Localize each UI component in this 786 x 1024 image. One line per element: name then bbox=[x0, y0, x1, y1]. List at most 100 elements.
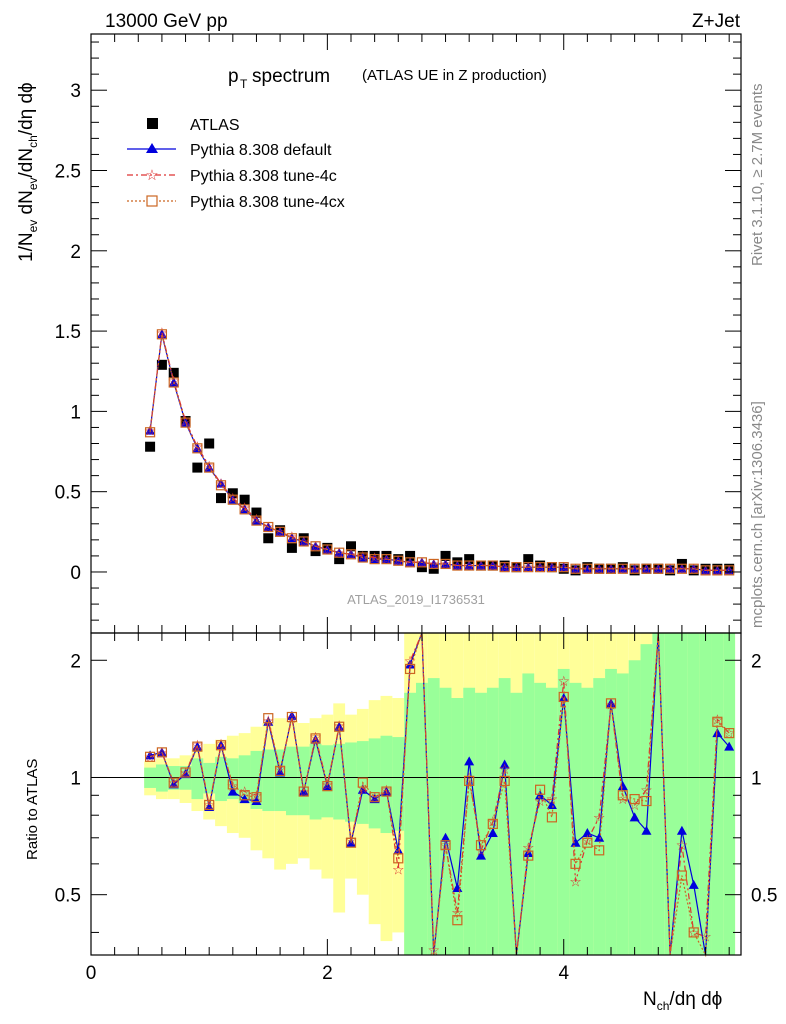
main-y-tick-label: 2 bbox=[70, 242, 81, 263]
ratio-point bbox=[251, 796, 262, 806]
green-band-bin bbox=[345, 742, 357, 822]
ratio-point bbox=[440, 840, 451, 851]
ratio-point: ☆ bbox=[380, 782, 393, 798]
green-band-bin bbox=[664, 633, 676, 955]
ratio-point bbox=[180, 769, 191, 779]
main-point bbox=[464, 560, 475, 571]
main-y-tick-label: 1 bbox=[70, 402, 81, 423]
main-point bbox=[156, 329, 168, 340]
title-rest: spectrum bbox=[252, 66, 330, 87]
x-axis-label: Nch/dη dϕ bbox=[643, 989, 722, 1013]
ratio-point bbox=[724, 741, 735, 751]
ratio-point bbox=[239, 794, 250, 804]
ratio-point bbox=[274, 765, 286, 776]
legend-entry-default: Pythia 8.308 default bbox=[127, 142, 332, 159]
main-point bbox=[168, 377, 179, 388]
main-point: ☆ bbox=[215, 476, 228, 492]
green-band-bin bbox=[640, 644, 653, 955]
main-point bbox=[322, 544, 333, 555]
main-point: ☆ bbox=[357, 548, 370, 564]
green-band-bin bbox=[498, 678, 511, 955]
title-main: p bbox=[228, 66, 239, 87]
main-point bbox=[345, 549, 357, 560]
ratio-point bbox=[487, 828, 498, 838]
ratio-point: ☆ bbox=[617, 791, 630, 807]
main-point bbox=[286, 533, 298, 544]
ratio-point bbox=[464, 756, 475, 766]
ratio-point: ☆ bbox=[581, 832, 594, 848]
ratio-point bbox=[393, 853, 404, 864]
main-series-line bbox=[149, 334, 730, 571]
green-band-bin bbox=[439, 687, 452, 955]
atlas-point bbox=[523, 554, 534, 565]
main-point bbox=[653, 563, 664, 573]
main-point bbox=[204, 462, 215, 473]
legend-label-tune4c: Pythia 8.308 tune-4c bbox=[190, 168, 337, 185]
green-band-bin bbox=[534, 682, 546, 955]
green-band-bin bbox=[368, 738, 381, 829]
legend: ATLAS Pythia 8.308 default ☆ Pythia 8.30… bbox=[127, 117, 345, 211]
ratio-point bbox=[594, 832, 605, 842]
ratio-point bbox=[688, 879, 699, 889]
ratio-point: ☆ bbox=[333, 717, 346, 733]
ratio-point bbox=[475, 840, 487, 851]
ratio-point: ☆ bbox=[215, 736, 228, 752]
ratio-point bbox=[204, 799, 215, 811]
green-band-bin bbox=[404, 692, 416, 955]
main-point bbox=[286, 533, 297, 543]
ratio-point bbox=[724, 728, 735, 739]
ratio-point bbox=[594, 845, 605, 856]
ratio-point bbox=[641, 795, 652, 807]
ratio-point: ☆ bbox=[522, 840, 535, 856]
green-band-bin bbox=[274, 749, 286, 812]
ratio-point: ☆ bbox=[227, 778, 240, 794]
ratio-y-tick-label: 1 bbox=[70, 768, 81, 789]
ratio-y-axis-label: Ratio to ATLAS bbox=[24, 759, 41, 860]
ratio-point bbox=[227, 786, 238, 796]
green-band-bin bbox=[687, 633, 700, 955]
ratio-point: ☆ bbox=[557, 673, 570, 689]
ratio-point bbox=[688, 927, 699, 938]
ratio-point: ☆ bbox=[569, 874, 582, 890]
ratio-point bbox=[570, 858, 581, 869]
ratio-point bbox=[180, 767, 191, 778]
main-point bbox=[239, 504, 250, 515]
green-band-bin bbox=[427, 678, 440, 955]
main-y-tick-label: 0.5 bbox=[55, 483, 81, 504]
main-point bbox=[393, 555, 404, 566]
green-band-bin bbox=[723, 633, 736, 955]
green-band-bin bbox=[250, 750, 263, 809]
ratio-y-tick-label: 0.5 bbox=[55, 886, 81, 907]
green-band-bin bbox=[557, 668, 570, 955]
main-point bbox=[688, 563, 699, 574]
main-point bbox=[511, 562, 522, 573]
ratio-point bbox=[452, 915, 463, 926]
main-point bbox=[369, 554, 380, 565]
ratio-point: ☆ bbox=[676, 837, 689, 853]
ratio-point bbox=[381, 786, 392, 797]
ratio-y-tick-label: 2 bbox=[70, 651, 81, 672]
atlas-point bbox=[216, 493, 226, 504]
ratio-point: ☆ bbox=[593, 809, 606, 825]
main-point: ☆ bbox=[286, 529, 299, 545]
green-band-bin bbox=[226, 758, 239, 800]
atlas-point bbox=[239, 494, 250, 505]
main-point bbox=[629, 563, 640, 573]
main-point bbox=[546, 562, 558, 573]
green-band-bin bbox=[616, 673, 629, 955]
atlas-point bbox=[405, 550, 416, 561]
main-point: ☆ bbox=[250, 511, 263, 527]
ratio-point bbox=[227, 779, 238, 790]
legend-entry-atlas: ATLAS bbox=[147, 117, 240, 134]
main-point bbox=[617, 563, 628, 574]
ratio-point bbox=[487, 818, 498, 829]
ratio-point: ☆ bbox=[392, 862, 405, 878]
main-series-line bbox=[149, 332, 730, 571]
x-tick-label: 0 bbox=[86, 963, 97, 984]
main-point bbox=[144, 427, 156, 438]
ratio-point bbox=[499, 759, 510, 769]
ratio-point bbox=[606, 698, 616, 708]
atlas-point bbox=[286, 542, 297, 553]
main-point: ☆ bbox=[368, 550, 381, 566]
main-point bbox=[475, 560, 487, 571]
